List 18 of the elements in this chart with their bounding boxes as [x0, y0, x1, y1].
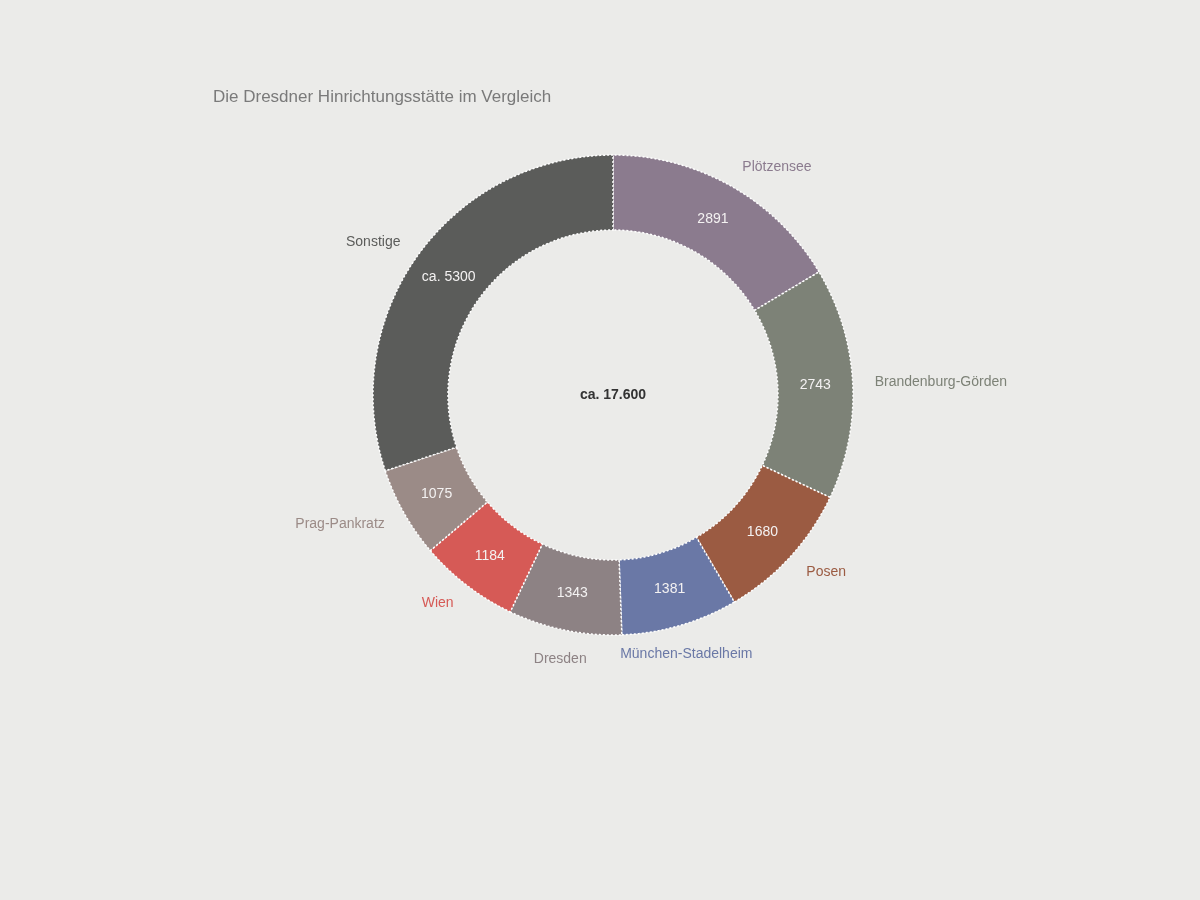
slice-label: Plötzensee	[742, 158, 812, 175]
data-label: 2891	[697, 209, 729, 226]
slice-label: Brandenburg-Görden	[874, 373, 1007, 390]
data-label: 1075	[421, 485, 453, 502]
data-label: ca. 5300	[421, 267, 476, 284]
data-label: 2743	[799, 376, 832, 393]
slice-label: Sonstige	[345, 232, 401, 249]
slice-label: Prag-Pankratz	[295, 514, 385, 531]
slice-label: München-Stadelheim	[620, 644, 753, 661]
slice-label: Dresden	[533, 649, 587, 666]
data-label: 1343	[556, 584, 588, 601]
chart-title: Die Dresdner Hinrichtungsstätte im Vergleich	[213, 87, 552, 106]
text: ca. 17.600	[579, 386, 647, 402]
slice-label: Posen	[806, 562, 847, 579]
data-label: 1381	[654, 580, 686, 597]
data-label: 1184	[474, 546, 506, 563]
data-label: 1680	[746, 522, 779, 539]
slice-label: Wien	[421, 593, 454, 610]
